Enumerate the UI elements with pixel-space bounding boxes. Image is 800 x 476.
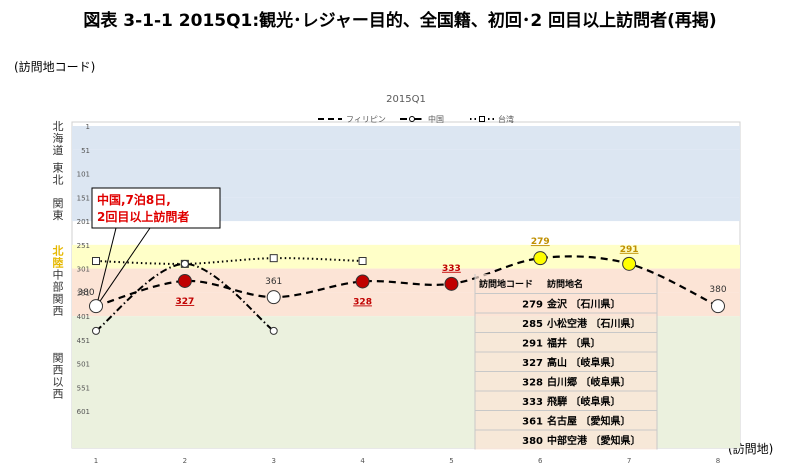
table-cell-code: 327: [522, 358, 543, 369]
region-label: 東北: [53, 162, 64, 187]
x-tick-label: 2: [183, 457, 187, 465]
data-point-taiwan: [358, 257, 367, 266]
data-point-philippines: [266, 290, 281, 305]
data-point-taiwan: [92, 257, 100, 266]
table-cell-code: 285: [522, 319, 543, 330]
annotation-box: [91, 187, 221, 229]
annotation-text: 中国,7泊8日,: [97, 192, 171, 207]
y-tick-label: 301: [77, 266, 90, 274]
y-tick-label: 401: [77, 313, 90, 321]
x-tick-label: 7: [627, 457, 631, 465]
data-label: 327: [175, 297, 194, 307]
annotation-leader: [99, 227, 151, 302]
table-cell-code: 279: [522, 300, 543, 311]
table-cell-name: 名古屋 〔愛知県〕: [547, 415, 630, 428]
region-band: [72, 244, 740, 269]
x-tick-label: 6: [538, 457, 543, 465]
region-label: 関西: [53, 292, 64, 317]
y-tick-label: 1: [86, 123, 90, 131]
legend-marker: [479, 116, 485, 122]
data-label: 380: [77, 288, 94, 298]
table-cell-name: 福井 〔県〕: [546, 337, 600, 350]
chart-title: 2015Q1: [386, 94, 426, 105]
data-point-philippines: [89, 299, 103, 314]
series-line-philippines: [95, 255, 719, 308]
x-tick-label: 4: [360, 457, 365, 465]
x-tick-label: 3: [271, 457, 275, 465]
region-label: 北陸: [53, 244, 64, 270]
y-tick-label: 551: [77, 384, 90, 392]
table-cell-code: 333: [522, 397, 543, 408]
data-point-taiwan: [269, 254, 278, 263]
table-cell-name: 飛騨 〔岐阜県〕: [546, 395, 620, 408]
data-point-china: [269, 326, 278, 335]
y-tick-label: 101: [77, 171, 90, 179]
annotation-leader: [97, 227, 117, 301]
y-tick-label: 451: [77, 337, 90, 345]
y-tick-label: 151: [77, 194, 90, 202]
table-cell-code: 361: [522, 417, 543, 428]
table-header-code: 訪問地コード: [479, 278, 533, 290]
data-label: 291: [620, 245, 639, 255]
data-label: 279: [531, 237, 550, 247]
y-tick-label: 351: [77, 289, 90, 297]
data-point-philippines: [444, 276, 459, 291]
data-point-china: [180, 259, 189, 268]
y-tick-label: 201: [77, 218, 90, 226]
x-tick-label: 1: [94, 457, 98, 465]
region-label: 関東: [53, 197, 64, 222]
legend-label: フィリピン: [346, 115, 386, 124]
data-label: 328: [353, 297, 372, 307]
data-label: 333: [442, 264, 461, 274]
table-cell-name: 小松空港 〔石川県〕: [546, 317, 640, 330]
data-point-philippines: [533, 251, 548, 266]
y-tick-label: 51: [81, 147, 90, 155]
data-label: 361: [265, 277, 282, 287]
x-tick-label: 5: [449, 457, 453, 465]
data-point-philippines: [711, 299, 725, 314]
table-cell-name: 白川郷 〔岐阜県〕: [547, 376, 630, 389]
table-header-name: 訪問地名: [547, 278, 583, 290]
region-label: 中部: [53, 269, 64, 294]
data-point-philippines: [177, 273, 192, 288]
page-title: 図表 3-1-1 2015Q1:観光･レジャー目的、全国籍、初回･2 回目以上訪…: [83, 11, 717, 31]
y-axis-unit-label: (訪問地コード): [14, 60, 96, 74]
table-cell-name: 金沢 〔石川県〕: [546, 298, 620, 311]
y-tick-label: 601: [77, 408, 90, 416]
legend-label: 中国: [428, 114, 444, 124]
legend-table-bg: [475, 274, 657, 450]
data-point-philippines: [355, 274, 370, 289]
table-cell-name: 中部空港 〔愛知県〕: [547, 434, 640, 447]
legend-marker: [409, 116, 415, 122]
table-cell-code: 380: [522, 436, 543, 447]
y-tick-label: 251: [77, 242, 90, 250]
data-label: 380: [709, 285, 726, 295]
annotation-text: 2回目以上訪問者: [97, 209, 189, 224]
region-band: [72, 126, 740, 150]
region-label: 関西以西: [53, 352, 64, 401]
region-band: [72, 197, 740, 222]
table-cell-code: 328: [522, 378, 543, 389]
y-tick-label: 501: [77, 361, 90, 369]
legend-label: 台湾: [498, 114, 514, 124]
data-point-philippines: [622, 256, 637, 271]
table-cell-name: 高山 〔岐阜県〕: [547, 356, 620, 369]
region-label: 北海道: [53, 120, 64, 157]
data-point-china: [92, 326, 100, 335]
x-tick-label: 8: [716, 457, 720, 465]
table-cell-code: 291: [522, 339, 543, 350]
